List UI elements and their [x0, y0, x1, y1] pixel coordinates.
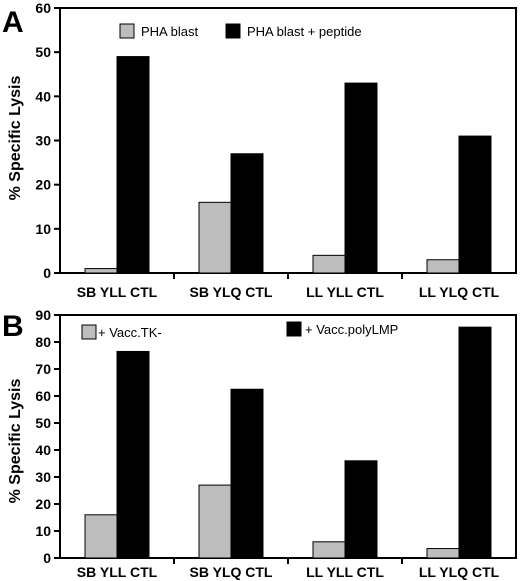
- legend-swatch-vacc-tk: [81, 324, 97, 340]
- x-category-label: LL YLQ CTL: [419, 564, 500, 580]
- y-tick-label: 20: [35, 177, 51, 193]
- bar-pha-blast-ll-yll-ctl: [312, 254, 346, 274]
- bar-vacc-tk-ll-yll-ctl: [312, 541, 346, 559]
- y-tick-label: 0: [43, 550, 51, 566]
- y-tick-label: 10: [35, 221, 51, 237]
- y-axis-label-a: % Specific Lysis: [7, 76, 24, 201]
- x-category-label: LL YLL CTL: [306, 564, 384, 580]
- bar-vacc-tk-sb-yll-ctl: [84, 514, 118, 559]
- chart-panel-a: A % Specific Lysis PHA blast PHA blast +…: [2, 0, 517, 300]
- legend-swatch-pha-blast-peptide: [225, 23, 241, 39]
- y-tick-label: 90: [35, 307, 51, 323]
- y-tick-label: 50: [35, 415, 51, 431]
- bar-vacc-polylmp-sb-yll-ctl: [116, 350, 150, 559]
- chart-panel-b: B % Specific Lysis + Vacc.TK- + Vacc.pol…: [2, 307, 517, 580]
- bar-pha-blast-peptide-sb-yll-ctl: [116, 56, 150, 274]
- y-tick-label: 30: [35, 469, 51, 485]
- bar-pha-blast-peptide-sb-ylq-ctl: [230, 153, 264, 274]
- bar-vacc-polylmp-sb-ylq-ctl: [230, 388, 264, 559]
- bar-pha-blast-ll-ylq-ctl: [426, 259, 460, 274]
- bars-b: [84, 326, 492, 559]
- legend-a: PHA blast PHA blast + peptide: [119, 23, 362, 39]
- y-tick-label: 40: [35, 442, 51, 458]
- x-category-label: SB YLL CTL: [77, 564, 158, 580]
- y-tick-label: 60: [35, 0, 51, 16]
- bar-pha-blast-peptide-ll-ylq-ctl: [458, 135, 492, 274]
- y-tick-label: 40: [35, 88, 51, 104]
- panel-label-a: A: [2, 6, 24, 39]
- y-tick-label: 80: [35, 334, 51, 350]
- y-tick-label: 70: [35, 361, 51, 377]
- x-category-label: LL YLL CTL: [306, 284, 384, 300]
- bar-vacc-polylmp-ll-ylq-ctl: [458, 326, 492, 559]
- x-axis-labels-b: SB YLL CTL SB YLQ CTL LL YLL CTL LL YLQ CTL: [77, 558, 500, 580]
- bar-pha-blast-peptide-ll-yll-ctl: [344, 82, 378, 274]
- bar-vacc-polylmp-ll-yll-ctl: [344, 460, 378, 559]
- bar-vacc-tk-ll-ylq-ctl: [426, 548, 460, 559]
- y-tick-label: 60: [35, 388, 51, 404]
- legend-b: + Vacc.TK- + Vacc.polyLMP: [81, 321, 398, 340]
- bars-a: [84, 56, 492, 274]
- y-axis-ticks-b: 0 10 20 30 40 50 60 70 80 90: [35, 307, 60, 566]
- legend-label-vacc-polylmp: + Vacc.polyLMP: [305, 322, 398, 337]
- x-category-label: SB YLQ CTL: [190, 564, 273, 580]
- legend-label-pha-blast: PHA blast: [141, 24, 198, 39]
- x-category-label: SB YLL CTL: [77, 284, 158, 300]
- y-tick-label: 30: [35, 133, 51, 149]
- x-axis-labels-a: SB YLL CTL SB YLQ CTL LL YLL CTL LL YLQ CTL: [77, 273, 500, 300]
- legend-swatch-pha-blast: [119, 23, 135, 39]
- y-axis-label-b: % Specific Lysis: [7, 379, 24, 504]
- x-category-label: SB YLQ CTL: [190, 284, 273, 300]
- legend-label-vacc-tk: + Vacc.TK-: [98, 325, 162, 340]
- y-tick-label: 50: [35, 44, 51, 60]
- bar-vacc-tk-sb-ylq-ctl: [198, 484, 232, 559]
- y-tick-label: 0: [43, 265, 51, 281]
- y-tick-label: 10: [35, 523, 51, 539]
- legend-label-pha-blast-peptide: PHA blast + peptide: [247, 24, 362, 39]
- bar-pha-blast-sb-yll-ctl: [84, 268, 118, 274]
- bar-pha-blast-sb-ylq-ctl: [198, 201, 232, 274]
- y-tick-label: 20: [35, 496, 51, 512]
- y-axis-ticks-a: 0 10 20 30 40 50 60: [35, 0, 60, 281]
- x-category-label: LL YLQ CTL: [419, 284, 500, 300]
- panel-label-b: B: [2, 310, 24, 343]
- legend-swatch-vacc-polylmp: [286, 321, 302, 337]
